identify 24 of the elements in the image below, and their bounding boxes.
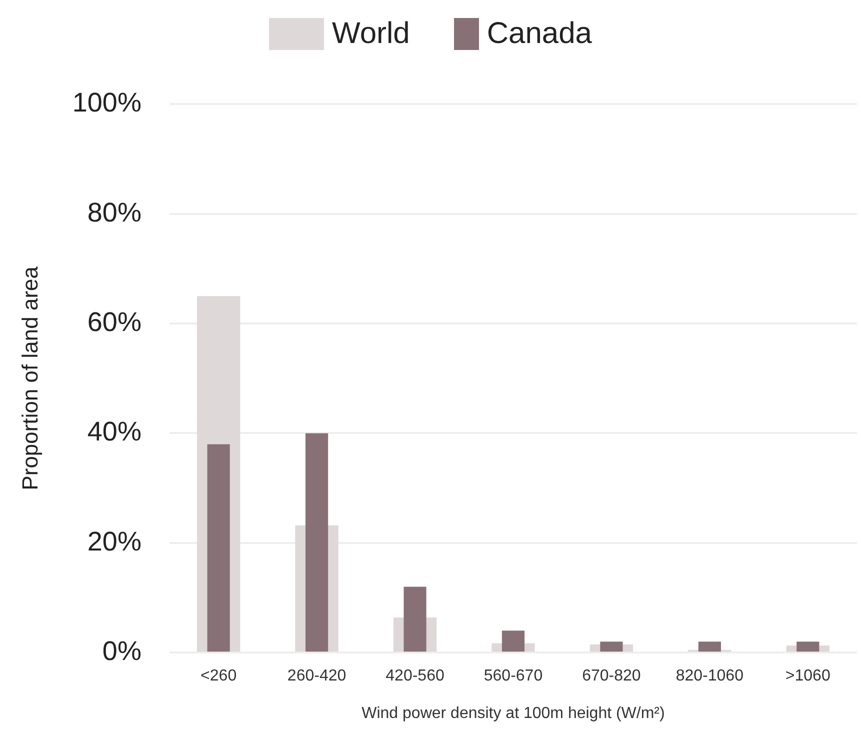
x-tick-label: 820-1060 — [676, 668, 744, 685]
bar — [404, 586, 426, 652]
legend-label: Canada — [486, 17, 592, 51]
y-tick-label: 80% — [87, 197, 142, 228]
x-tick-label: 560-670 — [484, 668, 543, 685]
x-tick-label: >1060 — [785, 668, 830, 685]
y-axis-title: Proportion of land area — [17, 266, 42, 490]
x-tick-label: 260-420 — [287, 668, 346, 685]
y-tick-label: 100% — [72, 88, 142, 118]
bar — [305, 433, 328, 652]
y-tick-label: 0% — [102, 636, 142, 666]
bar — [600, 642, 623, 652]
x-tick-label: <260 — [200, 668, 237, 685]
bar — [796, 642, 820, 652]
x-tick-label: 420-560 — [386, 668, 444, 685]
bar — [698, 642, 721, 652]
x-tick-label: 670-820 — [582, 668, 641, 685]
bar — [502, 630, 525, 652]
x-axis-title: Wind power density at 100m height (W/m²) — [362, 704, 665, 722]
y-tick-label: 40% — [87, 416, 142, 447]
y-tick-label: 20% — [87, 526, 142, 556]
legend-label: World — [332, 17, 410, 51]
y-tick-label: 60% — [87, 307, 142, 338]
bar — [207, 444, 230, 652]
